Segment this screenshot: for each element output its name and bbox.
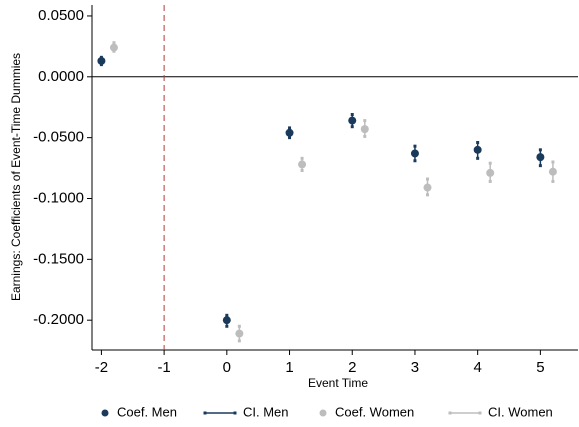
x-tick-label: 0 xyxy=(223,359,231,376)
ci-part xyxy=(99,63,103,67)
legend-label: Coef. Women xyxy=(335,404,414,419)
ci-part xyxy=(538,164,542,168)
ci-part xyxy=(538,148,542,152)
y-tick-label: -0.0500 xyxy=(33,129,84,146)
legend-marker xyxy=(233,411,237,415)
ci-part xyxy=(425,193,429,197)
y-tick-label: -0.2000 xyxy=(33,311,84,328)
ci-part xyxy=(300,169,304,173)
ci-part xyxy=(225,313,229,317)
ci-part xyxy=(288,136,292,140)
ci-part xyxy=(300,156,304,160)
ci-bar xyxy=(288,126,292,140)
x-tick-label: 2 xyxy=(348,359,356,376)
ci-part xyxy=(112,41,116,45)
legend-marker xyxy=(478,411,482,415)
legend-label: CI. Men xyxy=(243,404,289,419)
ci-bar xyxy=(413,144,417,163)
ci-bar xyxy=(99,55,103,67)
ci-bar xyxy=(476,141,480,160)
ci-part xyxy=(288,126,292,130)
ci-bar xyxy=(350,113,354,129)
ci-part xyxy=(99,55,103,59)
x-tick-label: -1 xyxy=(157,359,170,376)
ci-part xyxy=(476,141,480,145)
ci-bar xyxy=(538,148,542,168)
legend-marker xyxy=(319,409,327,417)
y-tick-label: 0.0500 xyxy=(38,7,84,24)
ci-part xyxy=(237,339,241,343)
ci-part xyxy=(551,179,555,183)
ci-bar xyxy=(363,119,367,138)
ci-part xyxy=(237,324,241,328)
ci-part xyxy=(413,144,417,148)
x-tick-label: 5 xyxy=(536,359,544,376)
ci-part xyxy=(225,324,229,328)
ci-part xyxy=(112,49,116,53)
legend-marker xyxy=(203,411,207,415)
ci-bar xyxy=(300,156,304,173)
ci-bar xyxy=(237,324,241,343)
ci-part xyxy=(488,161,492,165)
legend-label: CI. Women xyxy=(488,404,553,419)
ci-part xyxy=(363,119,367,123)
ci-bar xyxy=(488,161,492,183)
legend-label: Coef. Men xyxy=(117,404,177,419)
ci-bar xyxy=(551,160,555,183)
ci-bar xyxy=(425,177,429,197)
ci-part xyxy=(425,177,429,181)
legend-marker xyxy=(448,411,452,415)
y-tick-label: 0.0000 xyxy=(38,68,84,85)
ci-part xyxy=(476,156,480,160)
ci-part xyxy=(551,160,555,164)
ci-part xyxy=(488,179,492,183)
y-tick-label: -0.1000 xyxy=(33,189,84,206)
x-tick-label: 1 xyxy=(285,359,293,376)
x-axis-label: Event Time xyxy=(308,376,368,390)
x-tick-label: -2 xyxy=(95,359,108,376)
legend-marker xyxy=(101,409,109,417)
y-tick-label: -0.1500 xyxy=(33,250,84,267)
ci-bar xyxy=(225,313,229,328)
ci-part xyxy=(350,113,354,117)
ci-part xyxy=(413,159,417,163)
y-axis-label: Earnings: Coefficients of Event-Time Dum… xyxy=(9,53,23,301)
x-tick-label: 3 xyxy=(411,359,419,376)
ci-bar xyxy=(112,41,116,53)
ci-part xyxy=(350,125,354,129)
ci-part xyxy=(363,134,367,138)
x-tick-label: 4 xyxy=(473,359,481,376)
